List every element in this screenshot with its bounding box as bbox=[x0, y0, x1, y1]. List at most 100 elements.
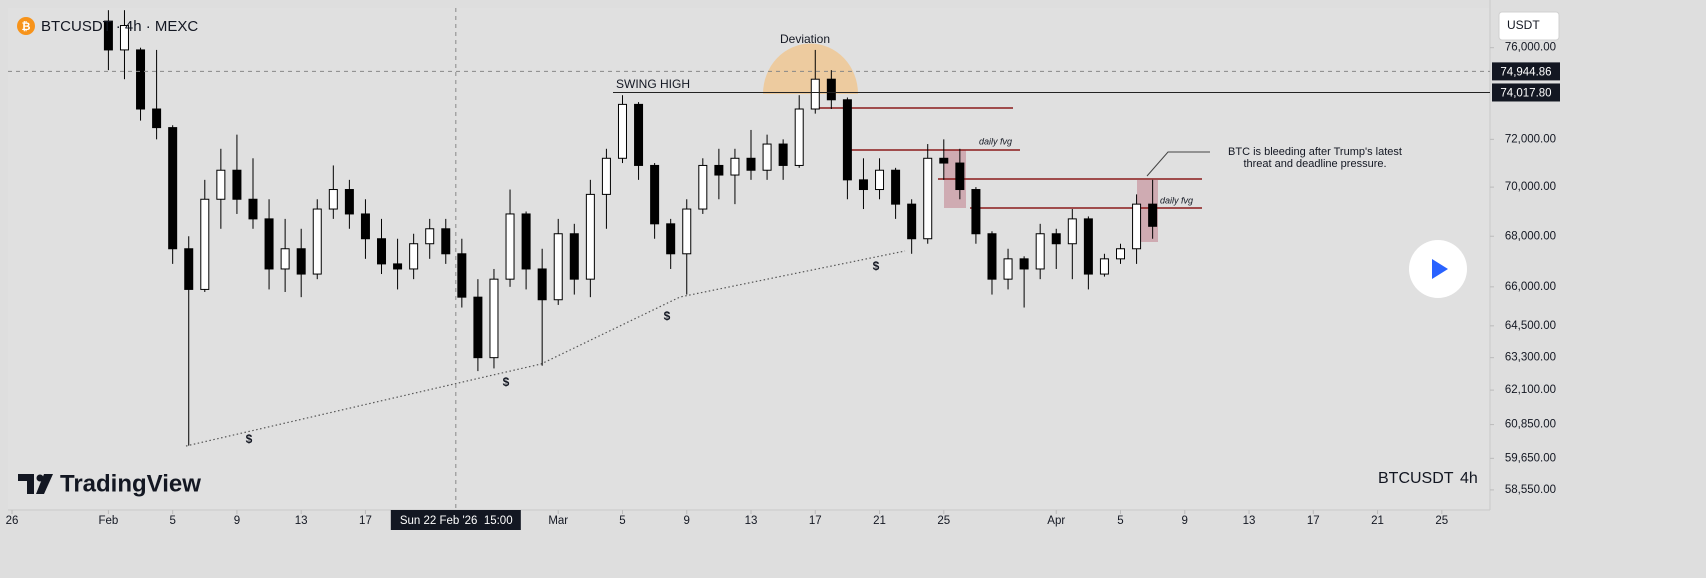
coin-icon bbox=[17, 17, 35, 35]
candle-body bbox=[280, 248, 290, 270]
y-tick-label: 72,000.00 bbox=[1505, 133, 1556, 145]
candles bbox=[103, 10, 1158, 446]
annotation: $ bbox=[664, 309, 671, 323]
y-tick-label: 68,000.00 bbox=[1505, 230, 1556, 242]
y-tick-label: 60,850.00 bbox=[1505, 419, 1556, 431]
candle-body bbox=[344, 189, 354, 215]
candle-body bbox=[698, 164, 708, 210]
candle-body bbox=[650, 164, 660, 225]
candle-body bbox=[1083, 218, 1093, 275]
crosshair-date: Sun 22 Feb '26 bbox=[400, 515, 478, 527]
candle-body bbox=[778, 143, 788, 166]
candle-body bbox=[328, 189, 338, 210]
candle-body bbox=[168, 127, 178, 250]
currency-button[interactable] bbox=[1498, 11, 1560, 41]
candle-body bbox=[393, 263, 403, 270]
candle-body bbox=[312, 208, 322, 275]
annotation: daily fvg bbox=[1160, 195, 1193, 205]
price-label-box bbox=[1492, 83, 1560, 102]
candle-body bbox=[875, 169, 885, 191]
candle-body bbox=[119, 25, 129, 51]
y-tick-label: 58,550.00 bbox=[1505, 484, 1556, 496]
annotation: threat and deadline pressure. bbox=[1243, 158, 1386, 170]
price-label: 74,944.86 bbox=[1500, 66, 1551, 78]
x-tick-label: 21 bbox=[1371, 515, 1384, 527]
candle-body bbox=[1148, 203, 1158, 227]
candle-body bbox=[553, 233, 563, 301]
candle-body bbox=[1003, 258, 1013, 280]
logo-mark bbox=[36, 474, 53, 494]
candle-body bbox=[377, 238, 387, 265]
candle-body bbox=[794, 108, 804, 166]
x-tick-label: Feb bbox=[98, 515, 118, 527]
candle-body bbox=[1051, 233, 1061, 245]
x-tick-label: 17 bbox=[809, 515, 822, 527]
candle-body bbox=[842, 99, 852, 181]
candle-body bbox=[1099, 258, 1109, 275]
price-label: 74,017.80 bbox=[1500, 88, 1551, 100]
y-tick-label: 76,000.00 bbox=[1505, 42, 1556, 54]
y-tick-label: 63,300.00 bbox=[1505, 352, 1556, 364]
candle-body bbox=[184, 248, 194, 290]
candle-body bbox=[1019, 258, 1029, 270]
x-tick-label: 21 bbox=[873, 515, 886, 527]
candle-body bbox=[360, 213, 370, 240]
annotation: SWING HIGH bbox=[616, 77, 690, 91]
candle-body bbox=[489, 278, 499, 359]
candle-body bbox=[103, 20, 113, 51]
candle-body bbox=[1132, 203, 1142, 250]
candle-body bbox=[441, 228, 451, 255]
coin-icon-glyph: ₿ bbox=[22, 21, 31, 33]
x-tick-label: 26 bbox=[6, 515, 19, 527]
candle-body bbox=[200, 198, 210, 290]
x-tick-label: 5 bbox=[169, 515, 175, 527]
tv-logo: TradingView bbox=[18, 470, 201, 497]
trendline bbox=[185, 250, 906, 447]
candle-body bbox=[505, 213, 515, 280]
candle-body bbox=[666, 223, 676, 255]
x-tick-label: 13 bbox=[295, 515, 308, 527]
candle-body bbox=[1067, 218, 1077, 245]
candle-body bbox=[1116, 248, 1126, 260]
candle-body bbox=[923, 157, 933, 240]
x-tick-label: 25 bbox=[937, 515, 950, 527]
candle-body bbox=[971, 189, 981, 235]
x-tick-label: 17 bbox=[1307, 515, 1320, 527]
y-tick-label: 59,650.00 bbox=[1505, 452, 1556, 464]
annotation: BTC is bleeding after Trump's latest bbox=[1228, 146, 1402, 158]
candle-body bbox=[1035, 233, 1045, 270]
candle-body bbox=[987, 233, 997, 280]
annotation: $ bbox=[873, 259, 880, 273]
annotation: $ bbox=[503, 375, 510, 389]
currency-label[interactable]: USDT bbox=[1507, 18, 1540, 32]
candle-body bbox=[858, 179, 868, 191]
symbol-title[interactable]: BTCUSDT · 4h · MEXC bbox=[41, 18, 198, 35]
leader-line bbox=[1146, 151, 1210, 177]
x-tick-label: 5 bbox=[1117, 515, 1123, 527]
play-icon[interactable] bbox=[1432, 259, 1448, 279]
price-label-box bbox=[1492, 62, 1560, 81]
candle-body bbox=[730, 157, 740, 176]
plot-area bbox=[8, 8, 1490, 510]
annotation: Deviation bbox=[780, 32, 830, 46]
x-tick-label: 17 bbox=[359, 515, 372, 527]
candle-body bbox=[425, 228, 435, 245]
x-tick-label: 9 bbox=[684, 515, 690, 527]
x-tick-label: Mar bbox=[548, 515, 568, 527]
y-tick-label: 64,500.00 bbox=[1505, 320, 1556, 332]
x-tick-label: 13 bbox=[1243, 515, 1256, 527]
candle-body bbox=[617, 103, 627, 159]
candle-body bbox=[601, 157, 611, 195]
y-tick-label: 62,100.00 bbox=[1505, 384, 1556, 396]
candle-body bbox=[409, 243, 419, 270]
candle-body bbox=[810, 78, 820, 110]
candle-body bbox=[746, 157, 756, 171]
candle-body bbox=[248, 198, 258, 220]
logo-mark bbox=[18, 474, 34, 494]
candle-body bbox=[939, 157, 949, 164]
candle-body bbox=[585, 193, 595, 280]
candle-body bbox=[569, 233, 579, 280]
y-tick-label: 70,000.00 bbox=[1505, 181, 1556, 193]
candle-body bbox=[457, 253, 467, 298]
candle-body bbox=[296, 248, 306, 275]
